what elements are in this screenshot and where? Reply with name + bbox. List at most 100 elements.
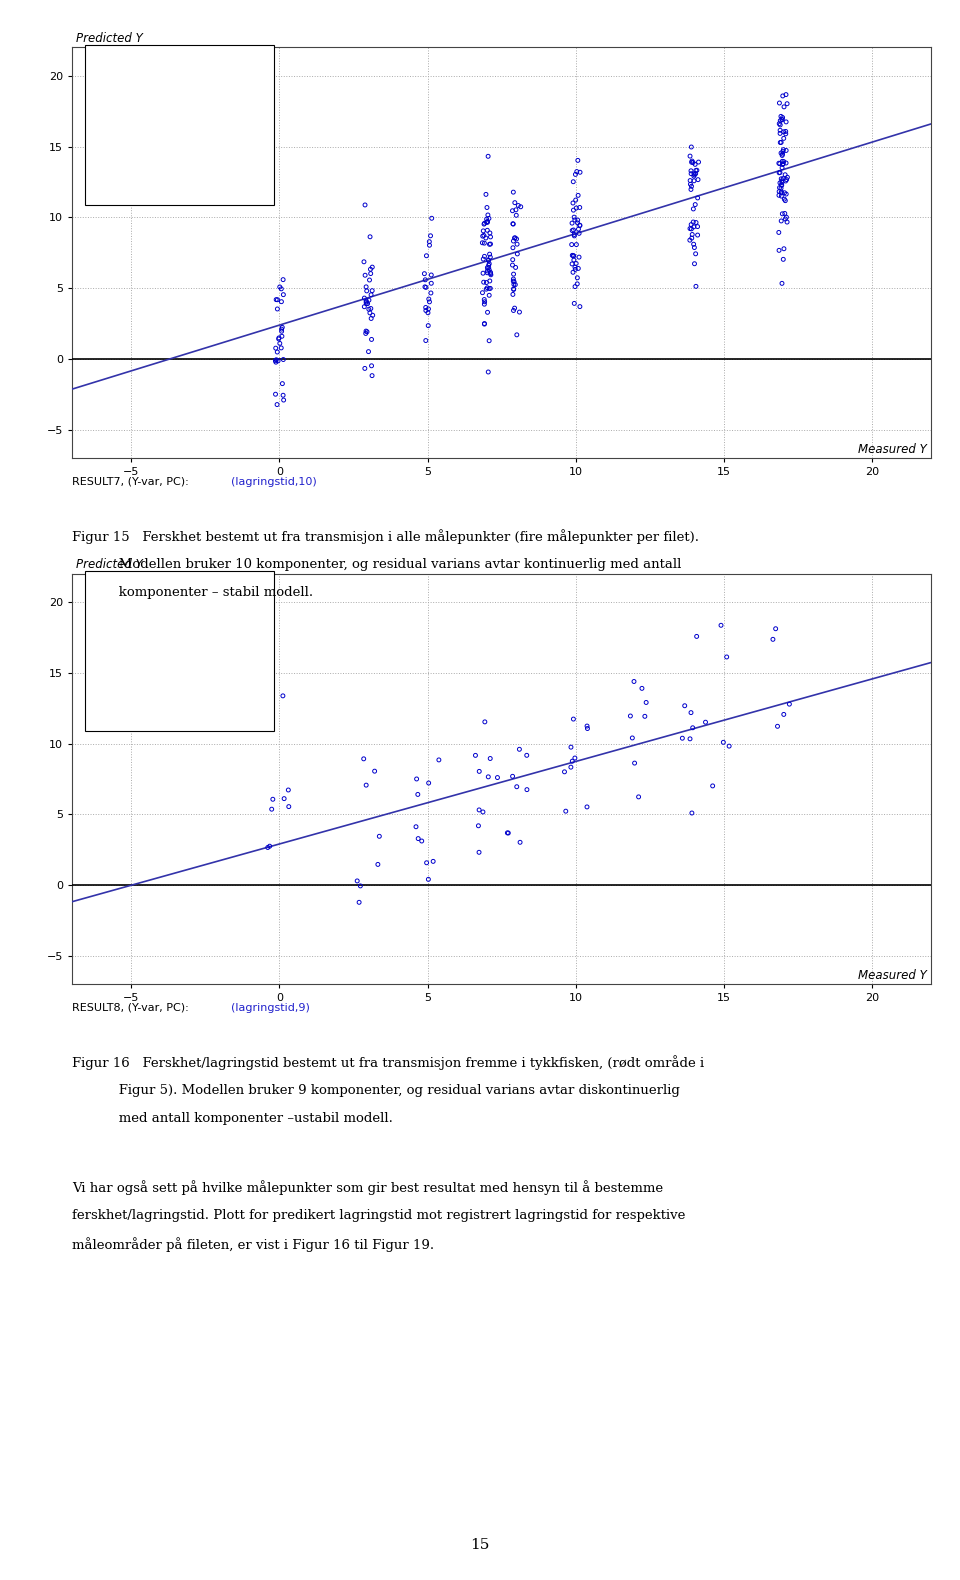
Point <box>359 319 374 344</box>
Point <box>690 185 706 210</box>
Point <box>779 82 794 107</box>
Point <box>684 161 699 186</box>
Point <box>685 210 701 235</box>
Point <box>276 267 291 292</box>
Point <box>631 784 646 809</box>
Point <box>685 716 701 741</box>
Point <box>272 275 287 300</box>
Point <box>482 242 497 267</box>
Point <box>480 254 495 280</box>
Text: 2.784129: 2.784129 <box>220 142 270 152</box>
Point <box>358 321 373 346</box>
Point <box>365 278 380 303</box>
Point <box>480 258 495 283</box>
Point <box>684 149 700 174</box>
Point <box>483 746 498 771</box>
Point <box>773 117 788 142</box>
Point <box>775 142 790 167</box>
Point <box>420 300 436 325</box>
Point <box>625 725 640 750</box>
Point <box>565 243 581 269</box>
Point <box>565 198 581 223</box>
Point <box>477 289 492 314</box>
Point <box>771 220 786 245</box>
Point <box>490 765 505 790</box>
Point <box>423 262 439 288</box>
Point <box>765 627 780 653</box>
Point <box>778 163 793 188</box>
Point <box>777 186 792 212</box>
Point <box>505 212 520 237</box>
Point <box>635 676 650 702</box>
Point <box>626 668 641 694</box>
Point <box>776 152 791 177</box>
Point <box>564 218 580 243</box>
Point <box>481 359 496 384</box>
Point <box>269 348 284 373</box>
Point <box>509 202 524 228</box>
Point <box>779 122 794 147</box>
Point <box>276 281 291 307</box>
Point <box>421 286 437 311</box>
Point <box>471 798 487 823</box>
Point <box>479 194 494 220</box>
Point <box>691 150 707 175</box>
Point <box>686 167 702 193</box>
Point <box>359 288 374 313</box>
Point <box>570 149 586 174</box>
Point <box>362 224 377 250</box>
Point <box>480 261 495 286</box>
Point <box>684 700 699 725</box>
Point <box>773 107 788 133</box>
Point <box>568 232 584 258</box>
Point <box>420 297 436 322</box>
Point <box>482 232 497 258</box>
Point <box>774 175 789 201</box>
Point <box>270 392 285 417</box>
Point <box>423 280 439 305</box>
Point <box>677 694 692 719</box>
Point <box>421 229 437 254</box>
Point <box>507 190 522 215</box>
Point <box>356 250 372 275</box>
Text: 0.785710: 0.785710 <box>220 120 270 131</box>
Point <box>276 387 291 412</box>
Point <box>774 172 789 198</box>
Point <box>777 95 792 120</box>
Point <box>684 174 699 199</box>
Point <box>482 283 497 308</box>
Point <box>510 242 525 267</box>
Point <box>468 743 483 768</box>
Point <box>675 725 690 750</box>
Point <box>480 202 495 228</box>
Text: 0.089602: 0.089602 <box>220 711 270 720</box>
Text: Elements:: Elements: <box>92 57 144 66</box>
Text: 0.673332: 0.673332 <box>220 646 270 657</box>
Text: SEP:: SEP: <box>92 164 115 174</box>
Point <box>779 182 794 207</box>
Point <box>571 245 587 270</box>
Point <box>772 160 787 185</box>
Text: Offset:: Offset: <box>92 100 127 109</box>
Point <box>684 134 699 160</box>
Point <box>363 256 378 281</box>
Point <box>419 299 434 324</box>
Point <box>480 275 495 300</box>
Text: RESULT8, (Y-var, PC):: RESULT8, (Y-var, PC): <box>72 1003 192 1013</box>
Point <box>475 223 491 248</box>
Point <box>511 193 526 218</box>
Point <box>564 755 579 781</box>
Point <box>775 84 790 109</box>
Point <box>688 158 704 183</box>
Point <box>568 196 584 221</box>
Text: Predicted Y: Predicted Y <box>76 558 143 572</box>
Point <box>623 703 638 728</box>
Point <box>779 204 794 229</box>
Point <box>482 258 497 283</box>
Point <box>506 267 521 292</box>
Point <box>506 276 521 302</box>
Point <box>565 169 581 194</box>
Point <box>776 139 791 164</box>
Point <box>274 316 289 341</box>
Point <box>480 144 495 169</box>
